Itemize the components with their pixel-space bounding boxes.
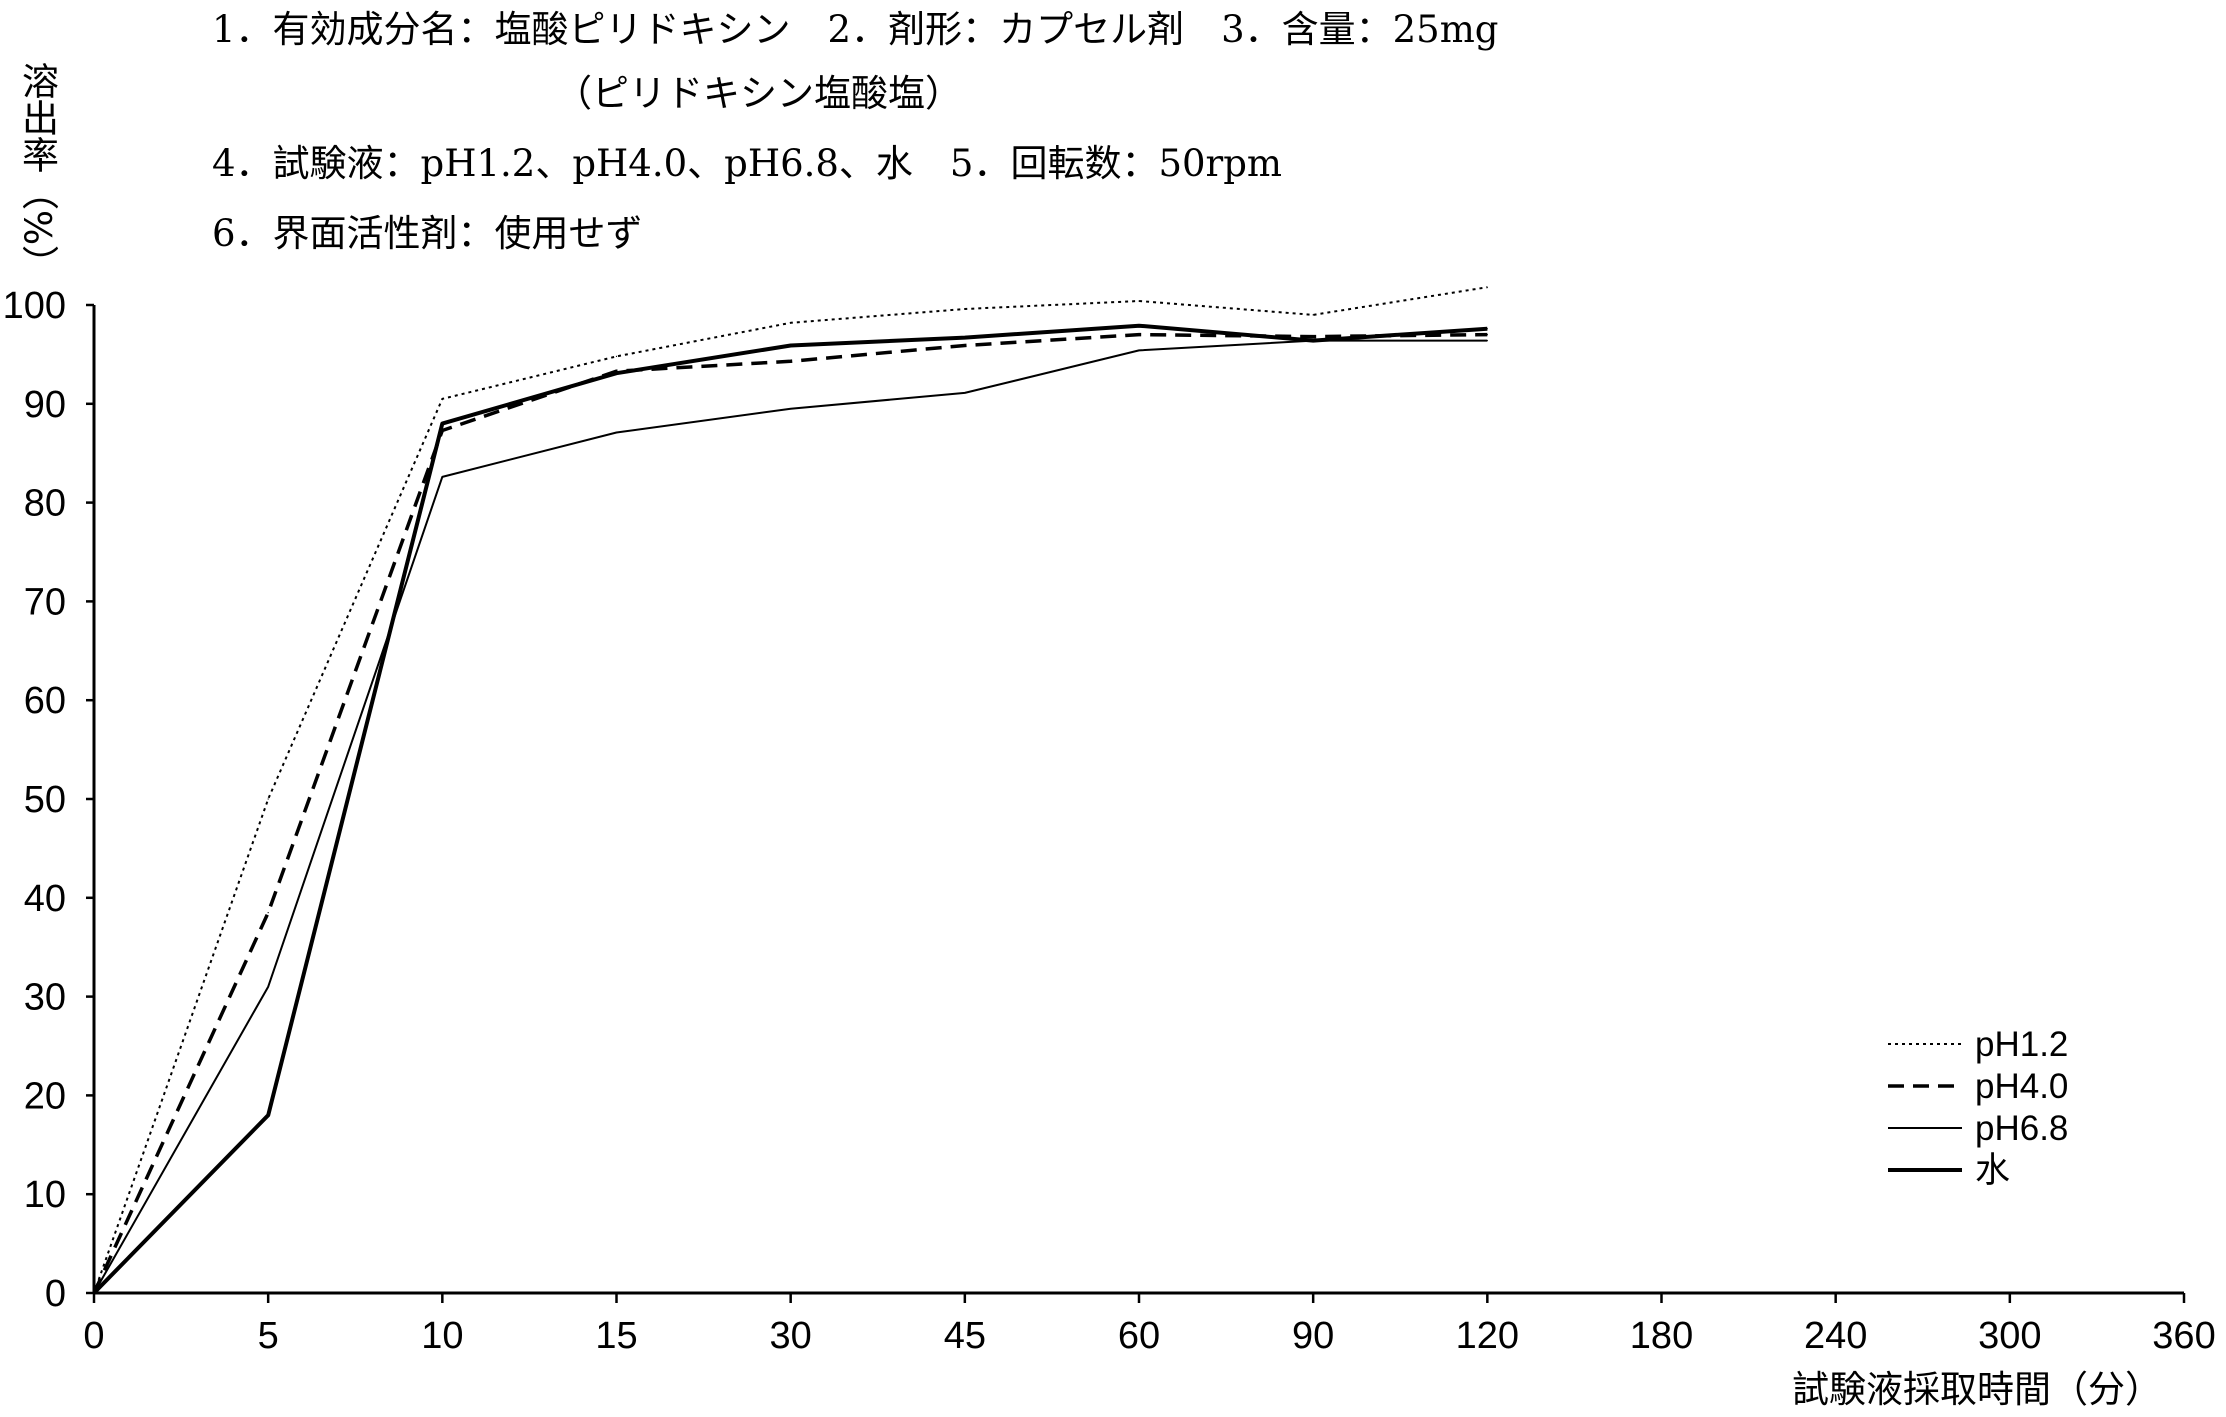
y-tick-label: 90 <box>24 384 66 426</box>
x-tick-label: 90 <box>1292 1315 1334 1357</box>
data-point <box>790 360 792 362</box>
data-point <box>964 308 966 310</box>
data-point <box>790 344 792 347</box>
legend-label: pH1.2 <box>1975 1025 2068 1064</box>
x-tick-label: 30 <box>770 1315 812 1357</box>
condition-line-4: 6．界面活性剤：使用せず <box>212 212 643 255</box>
y-tick-label: 0 <box>45 1273 66 1315</box>
y-tick-label: 40 <box>24 878 66 920</box>
x-tick-label: 120 <box>1456 1315 1519 1357</box>
data-point <box>615 431 618 434</box>
data-point <box>1138 325 1140 327</box>
series-line-水 <box>92 323 1488 1295</box>
data-point <box>964 392 966 394</box>
data-point <box>964 344 966 347</box>
data-point <box>267 912 269 914</box>
condition-line-2: （ピリドキシン塩酸塩） <box>555 72 962 115</box>
series-line-pH4.0 <box>92 332 1488 1294</box>
series-line-pH6.8 <box>93 339 1488 1294</box>
data-point <box>790 408 792 410</box>
x-tick-label: 240 <box>1804 1315 1867 1357</box>
data-point <box>1138 334 1140 336</box>
legend-label: pH6.8 <box>1975 1109 2068 1148</box>
series-pH1.2 <box>93 286 1488 1294</box>
data-point <box>441 476 443 478</box>
data-point <box>267 1114 269 1116</box>
x-ticks: 0 5 10 15 30 45 60 90 120 180 240 300 360 <box>83 1293 2216 1357</box>
y-axis-label: 溶出率（%） <box>16 62 60 283</box>
data-point <box>1486 286 1488 288</box>
series-水 <box>92 323 1488 1295</box>
y-tick-label: 30 <box>24 977 66 1019</box>
y-tick-label: 80 <box>24 483 66 525</box>
condition-line-3: 4．試験液：pH1.2、pH4.0、pH6.8、水 5．回転数：50rpm <box>212 142 1282 185</box>
data-point <box>615 372 618 374</box>
data-point <box>1486 339 1488 342</box>
y-tick-label: 10 <box>24 1174 66 1216</box>
data-point <box>1138 300 1140 302</box>
x-tick-label: 10 <box>421 1315 463 1357</box>
data-point <box>790 322 792 324</box>
data-point <box>1486 334 1488 336</box>
data-point <box>1312 314 1314 316</box>
data-point <box>1312 336 1314 338</box>
x-tick-label: 180 <box>1630 1315 1693 1357</box>
y-tick-label: 100 <box>3 285 66 327</box>
x-tick-label: 360 <box>2152 1315 2215 1357</box>
data-point <box>964 337 966 339</box>
condition-line-1: 1．有効成分名：塩酸ピリドキシン 2．剤形：カプセル剤 3．含量：25mg <box>212 8 1498 51</box>
data-point <box>615 355 618 357</box>
x-tick-label: 45 <box>944 1315 986 1357</box>
legend-label: pH4.0 <box>1975 1067 2068 1106</box>
x-tick-label: 15 <box>595 1315 637 1357</box>
x-tick-label: 0 <box>83 1315 104 1357</box>
data-point <box>1312 339 1314 342</box>
data-point <box>93 1292 95 1294</box>
y-tick-label: 70 <box>24 581 66 623</box>
legend-label: 水 <box>1975 1151 2010 1190</box>
series-line-pH1.2 <box>93 286 1488 1294</box>
series-pH4.0 <box>92 332 1488 1294</box>
y-tick-label: 20 <box>24 1075 66 1117</box>
data-point <box>267 798 269 800</box>
y-tick-label: 60 <box>24 680 66 722</box>
x-tick-label: 5 <box>258 1315 279 1357</box>
data-point <box>441 422 443 425</box>
series-lines <box>92 286 1488 1295</box>
y-ticks: 0 10 20 30 40 50 60 70 80 90 100 <box>3 285 94 1315</box>
data-point <box>1138 349 1140 352</box>
x-tick-label: 300 <box>1978 1315 2041 1357</box>
series-pH6.8 <box>93 339 1488 1294</box>
data-point <box>267 986 269 988</box>
x-axis-label: 試験液採取時間（分） <box>1792 1368 2162 1411</box>
data-point <box>441 398 443 400</box>
data-point <box>1486 328 1488 330</box>
y-tick-label: 50 <box>24 779 66 821</box>
x-tick-label: 60 <box>1118 1315 1160 1357</box>
